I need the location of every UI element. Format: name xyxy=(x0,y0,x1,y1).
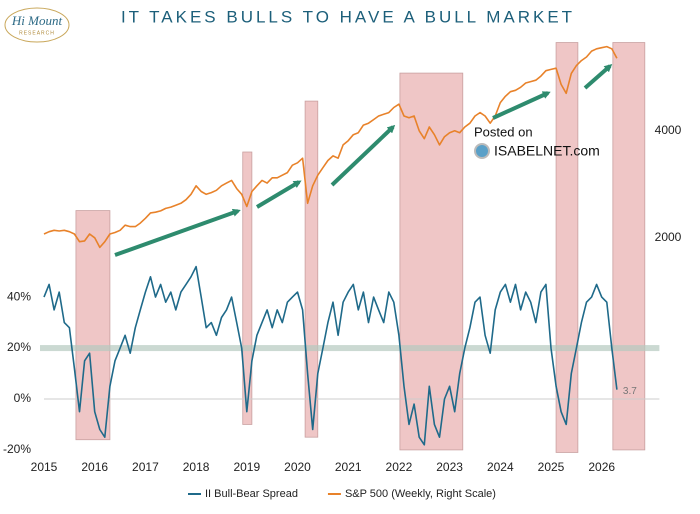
y2-tick-label: 2000 xyxy=(655,230,682,244)
logo-subtitle: RESEARCH xyxy=(19,30,55,36)
y-tick-label: 0% xyxy=(14,391,32,405)
y2-tick-label: 4000 xyxy=(655,123,682,137)
legend-label: II Bull-Bear Spread xyxy=(205,488,298,500)
x-tick-label: 2026 xyxy=(588,460,615,474)
shaded-period xyxy=(612,42,646,451)
y-tick-label: 20% xyxy=(7,340,31,354)
chart-title: IT TAKES BULLS TO HAVE A BULL MARKET xyxy=(121,7,575,26)
shaded-period xyxy=(75,210,111,441)
legend-label: S&P 500 (Weekly, Right Scale) xyxy=(345,488,496,500)
arrow xyxy=(114,208,241,257)
x-tick-label: 2020 xyxy=(284,460,311,474)
logo-name: Hi Mount xyxy=(11,13,63,28)
x-tick-label: 2015 xyxy=(31,460,58,474)
arrow xyxy=(492,91,551,120)
watermark-globe xyxy=(474,143,490,159)
y-tick-label: 40% xyxy=(7,289,31,303)
x-tick-label: 2016 xyxy=(81,460,108,474)
shaded-period xyxy=(242,151,253,425)
x-tick-label: 2021 xyxy=(335,460,362,474)
y-tick-label: -20% xyxy=(3,442,31,456)
plot-area: -20% 0% 20% 40% 2000 4000 2015 2016 2017 2018 2019… xyxy=(3,45,682,500)
shaded-periods xyxy=(75,42,646,453)
x-tick-label: 2017 xyxy=(132,460,159,474)
arrow xyxy=(255,180,302,209)
x-tick-label: 2018 xyxy=(183,460,210,474)
shaded-period xyxy=(399,72,464,451)
x-tick-label: 2024 xyxy=(487,460,514,474)
reference-band xyxy=(40,345,660,352)
x-tick-label: 2022 xyxy=(386,460,413,474)
value-label: 3.7 xyxy=(623,386,637,397)
series-line xyxy=(43,45,618,249)
series-line xyxy=(43,265,618,446)
x-tick-label: 2019 xyxy=(233,460,260,474)
watermark-line2: ISABELNET.com xyxy=(494,143,600,159)
watermark-line1: Posted on xyxy=(474,124,533,139)
trend-arrows xyxy=(114,64,613,257)
shaded-period xyxy=(304,100,319,438)
x-tick-label: 2025 xyxy=(538,460,565,474)
shaded-period xyxy=(555,42,579,453)
watermark: Posted on ISABELNET.com xyxy=(474,124,600,159)
arrow xyxy=(583,64,613,90)
arrow xyxy=(330,124,396,187)
logo: Hi Mount RESEARCH xyxy=(4,7,70,43)
x-tick-label: 2023 xyxy=(436,460,463,474)
logo-ring xyxy=(4,7,70,43)
